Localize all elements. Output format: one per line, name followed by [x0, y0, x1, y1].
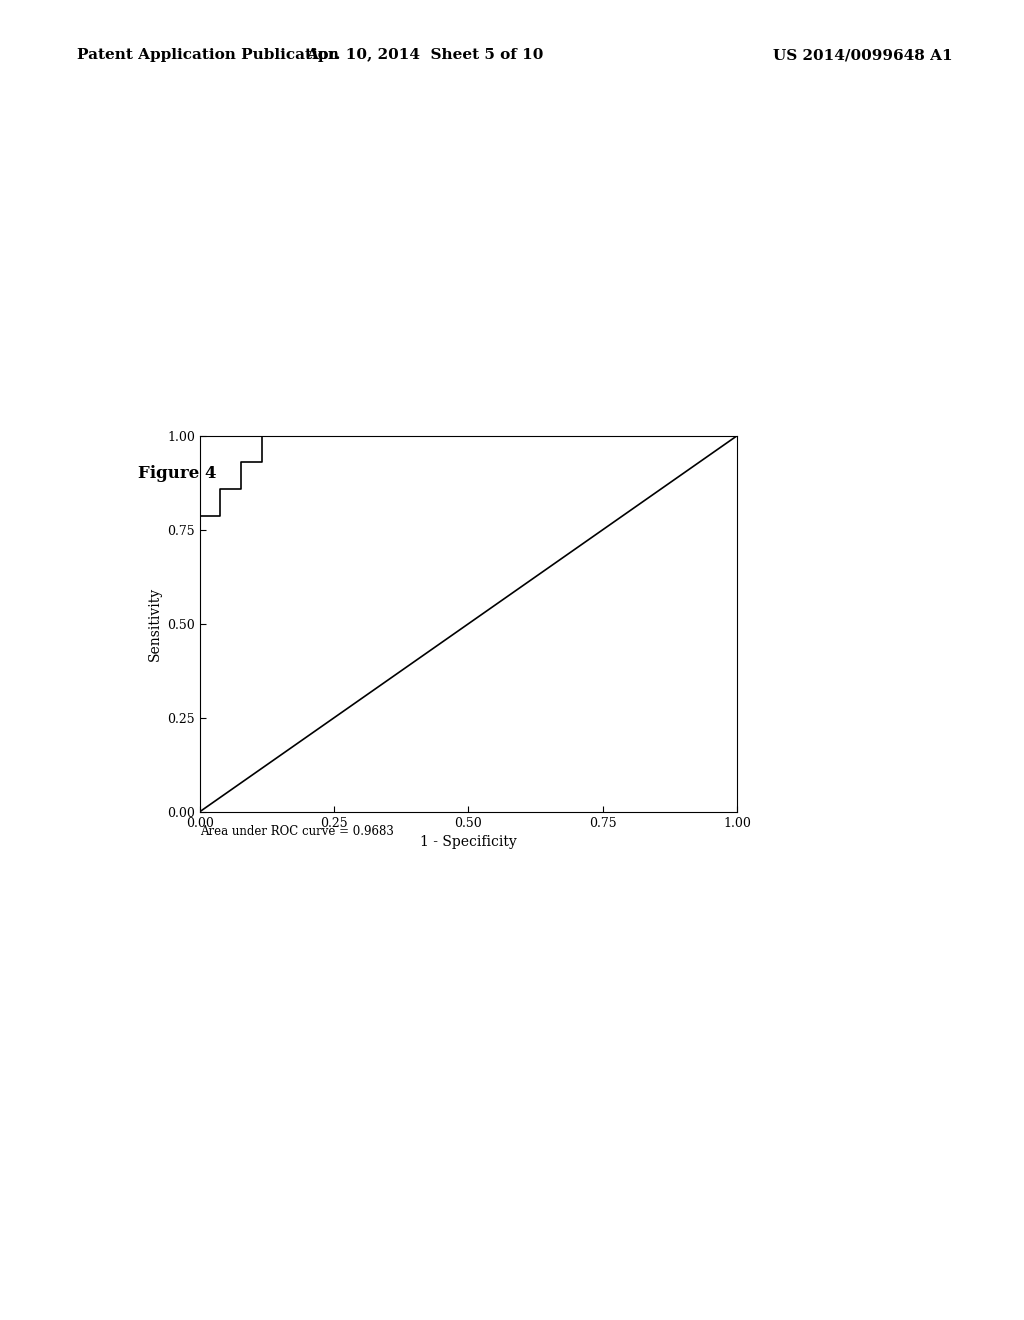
- Text: US 2014/0099648 A1: US 2014/0099648 A1: [773, 49, 952, 62]
- Text: Figure 4: Figure 4: [138, 465, 217, 482]
- Y-axis label: Sensitivity: Sensitivity: [147, 586, 162, 661]
- X-axis label: 1 - Specificity: 1 - Specificity: [420, 836, 517, 849]
- Text: Area under ROC curve = 0.9683: Area under ROC curve = 0.9683: [200, 825, 393, 838]
- Text: Apr. 10, 2014  Sheet 5 of 10: Apr. 10, 2014 Sheet 5 of 10: [306, 49, 544, 62]
- Text: Patent Application Publication: Patent Application Publication: [77, 49, 339, 62]
